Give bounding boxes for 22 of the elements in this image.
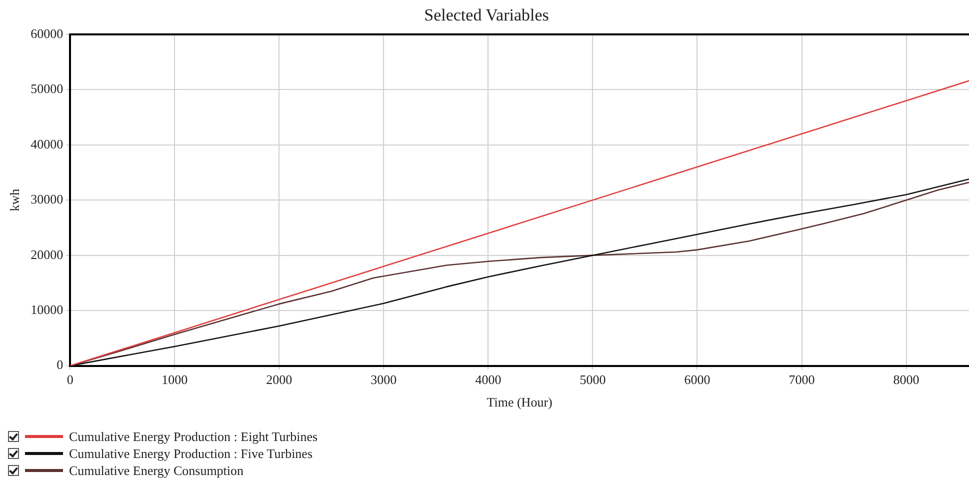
y-axis-title: kwh: [7, 188, 22, 212]
y-tick-label: 20000: [30, 246, 64, 262]
x-tick-label: 3000: [370, 372, 397, 388]
legend-label: Cumulative Energy Consumption: [69, 462, 244, 478]
y-tick-label: 10000: [30, 302, 64, 317]
x-tick-label: 0: [66, 372, 74, 388]
legend-label: Cumulative Energy Production : Eight Turbines: [69, 428, 318, 444]
x-tick-label: 6000: [684, 372, 710, 388]
legend-label: Cumulative Energy Production : Five Turbines: [69, 446, 313, 462]
y-tick-label: 0: [56, 357, 64, 372]
x-tick-label: 8000: [893, 372, 920, 388]
y-tick-label: 50000: [30, 81, 64, 96]
y-tick-label: 60000: [30, 26, 64, 41]
x-axis-title: Time (Hour): [486, 394, 552, 410]
x-tick-label: 1000: [162, 372, 188, 388]
x-tick-label: 4000: [475, 372, 502, 388]
x-tick-label: 7000: [788, 372, 815, 388]
chart-title: Selected Variables: [424, 6, 549, 25]
x-tick-label: 2000: [266, 372, 292, 388]
y-tick-label: 40000: [30, 136, 64, 152]
y-tick-label: 30000: [30, 192, 64, 207]
x-tick-label: 5000: [580, 372, 606, 388]
